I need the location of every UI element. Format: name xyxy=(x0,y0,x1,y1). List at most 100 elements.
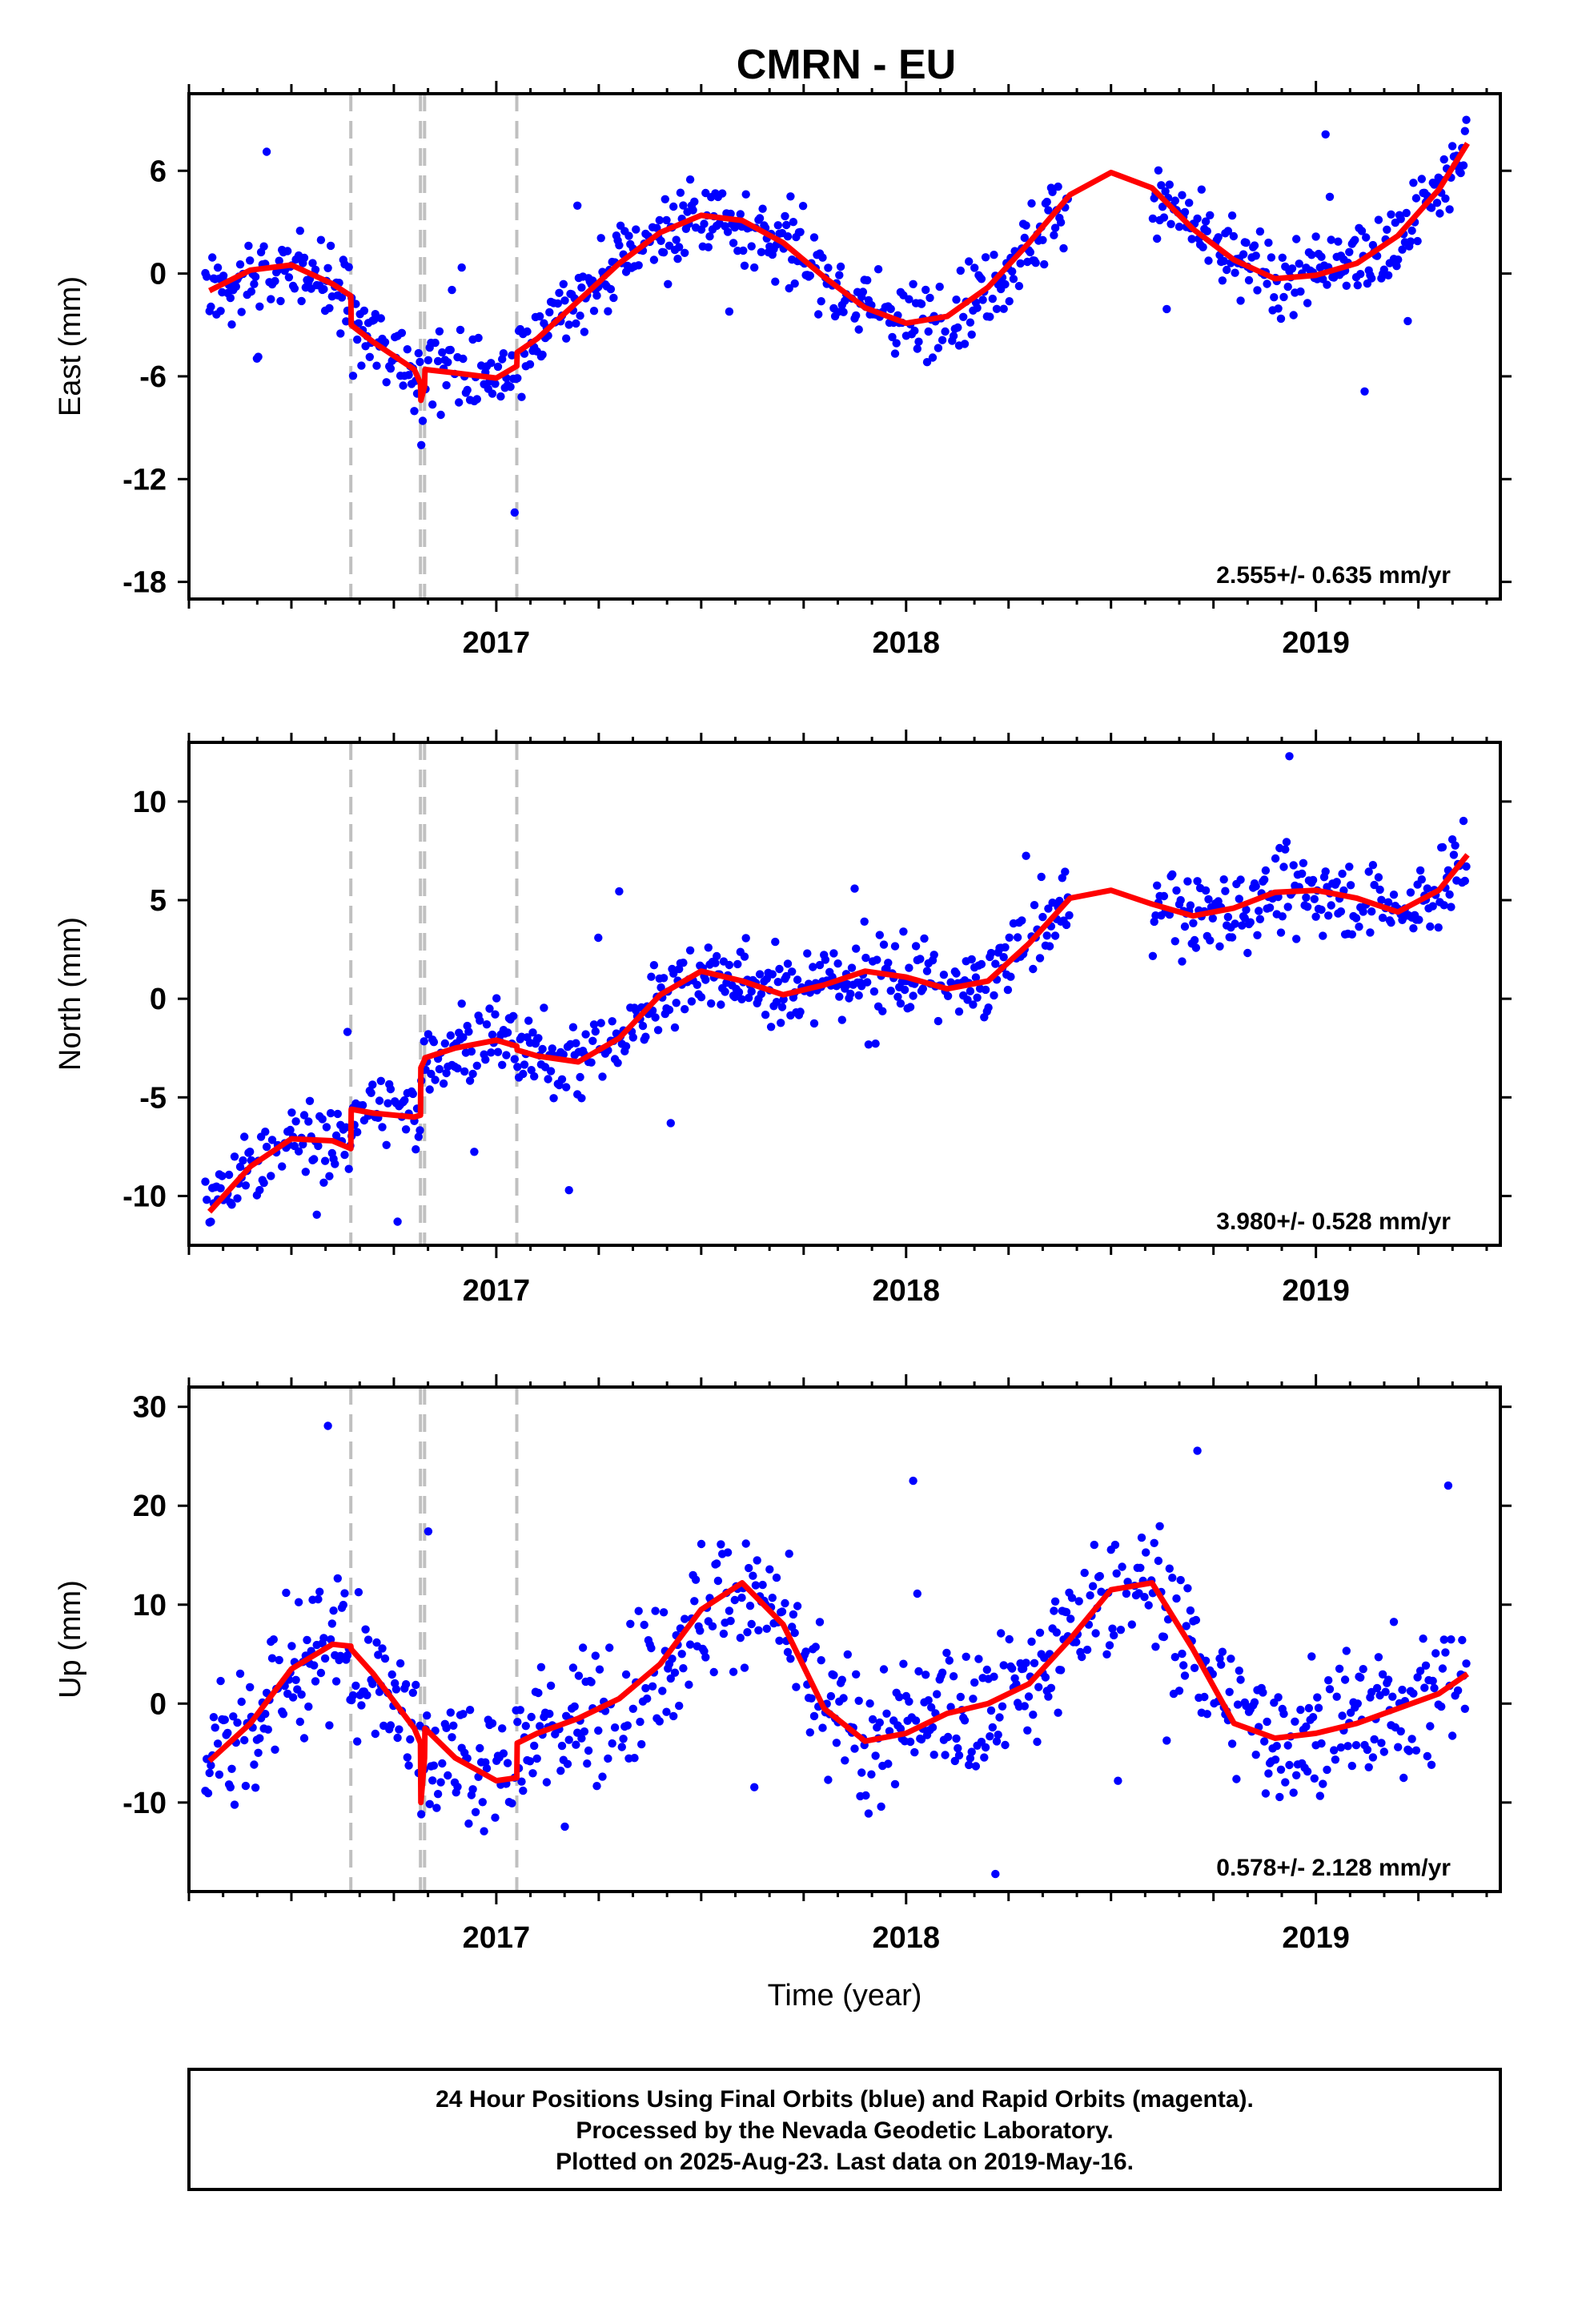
data-point xyxy=(1415,866,1425,875)
data-point xyxy=(1378,913,1387,923)
data-point xyxy=(705,232,714,241)
data-point xyxy=(1360,387,1369,396)
data-point xyxy=(924,327,933,336)
data-point xyxy=(513,1718,522,1727)
data-point xyxy=(1303,1767,1312,1776)
data-point xyxy=(549,1094,558,1103)
data-point xyxy=(1065,911,1074,920)
data-point xyxy=(436,410,445,420)
data-point xyxy=(718,189,727,198)
data-point xyxy=(344,263,353,271)
data-point xyxy=(1265,903,1275,912)
data-point xyxy=(755,214,765,223)
data-point xyxy=(839,1694,848,1703)
data-point xyxy=(640,1620,648,1630)
data-point xyxy=(1219,256,1228,266)
data-point xyxy=(1381,1687,1390,1696)
data-point xyxy=(992,304,1002,313)
data-point xyxy=(1072,1638,1081,1647)
data-point xyxy=(203,1789,213,1798)
data-point xyxy=(1347,1761,1357,1771)
data-point xyxy=(914,1667,923,1676)
data-point xyxy=(772,1573,781,1582)
data-point xyxy=(980,1753,989,1762)
data-point xyxy=(1415,1667,1425,1675)
rate-label: 2.555+/- 0.635 mm/yr xyxy=(1216,562,1451,589)
data-point xyxy=(287,1108,296,1117)
data-point xyxy=(472,1061,481,1071)
data-point xyxy=(1201,1656,1211,1665)
data-point xyxy=(435,1064,444,1074)
data-point xyxy=(1415,915,1423,924)
data-point xyxy=(1050,1597,1060,1606)
data-point xyxy=(1334,237,1343,246)
data-point xyxy=(1078,1652,1086,1662)
data-point xyxy=(757,989,766,999)
data-point xyxy=(201,1177,210,1186)
data-point xyxy=(320,1156,330,1165)
data-point xyxy=(1035,1628,1045,1638)
data-point xyxy=(1006,972,1015,981)
data-point xyxy=(890,1779,900,1789)
data-point xyxy=(314,1141,323,1151)
data-point xyxy=(943,991,953,1001)
data-point xyxy=(517,1777,526,1786)
data-point xyxy=(340,1589,349,1598)
data-point xyxy=(621,1670,631,1679)
data-point xyxy=(1227,1655,1235,1663)
data-point xyxy=(641,1683,650,1693)
data-point xyxy=(246,256,255,265)
data-point xyxy=(1394,1743,1403,1751)
data-point xyxy=(749,1571,757,1580)
data-point xyxy=(1427,1760,1436,1769)
data-point xyxy=(691,1575,701,1584)
data-point xyxy=(383,1099,392,1108)
data-point xyxy=(836,262,845,271)
data-point xyxy=(1394,255,1403,264)
data-point xyxy=(723,1548,733,1557)
data-point xyxy=(952,1734,961,1743)
data-point xyxy=(255,1185,264,1195)
data-point xyxy=(1364,1763,1373,1771)
data-point xyxy=(920,934,929,943)
data-point xyxy=(1426,922,1435,931)
data-point xyxy=(216,1184,225,1193)
data-point xyxy=(1227,1739,1237,1748)
data-point xyxy=(1236,1675,1245,1684)
data-point xyxy=(737,995,746,1004)
data-point xyxy=(965,1760,974,1770)
data-point xyxy=(1201,886,1211,895)
data-point xyxy=(208,253,217,262)
data-point xyxy=(294,1598,303,1606)
data-point xyxy=(835,992,844,1001)
data-point xyxy=(638,1021,648,1031)
data-point xyxy=(656,236,665,245)
data-point xyxy=(701,975,710,984)
data-point xyxy=(1158,203,1167,211)
data-point xyxy=(1340,1675,1350,1684)
data-point xyxy=(326,1108,335,1118)
data-point xyxy=(973,993,982,1003)
data-point xyxy=(630,1754,639,1763)
data-point xyxy=(299,1111,309,1120)
data-point xyxy=(982,1665,992,1675)
data-point xyxy=(357,361,366,370)
data-point xyxy=(241,1181,251,1190)
data-point xyxy=(230,1800,239,1809)
data-point xyxy=(1048,899,1057,907)
data-point xyxy=(353,1737,362,1746)
data-point xyxy=(1105,1641,1114,1650)
data-point xyxy=(1311,912,1320,921)
data-point xyxy=(1342,281,1351,290)
data-point xyxy=(227,1764,236,1773)
data-point xyxy=(1052,1628,1062,1637)
data-point xyxy=(938,336,947,344)
data-point xyxy=(449,1721,458,1730)
data-point xyxy=(536,1663,546,1671)
data-point xyxy=(1219,875,1228,884)
data-point xyxy=(596,1019,605,1027)
data-point xyxy=(628,1704,637,1713)
data-point xyxy=(548,1044,556,1053)
data-point xyxy=(291,1675,300,1684)
data-point xyxy=(959,312,968,321)
